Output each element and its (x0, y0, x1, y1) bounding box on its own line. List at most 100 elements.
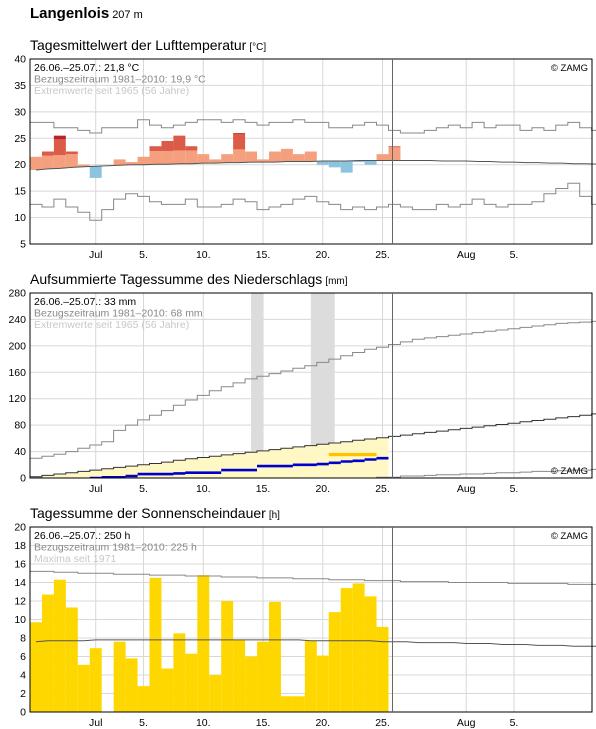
temperature-bar-cold (340, 161, 353, 173)
sunshine-bar (280, 696, 293, 712)
temperature-bar-warm (197, 154, 210, 164)
sunshine-bar (269, 601, 281, 712)
sunshine-bar (149, 577, 162, 712)
temperature-bar-cold (316, 161, 329, 165)
chart-2-y-tick-label: 2 (20, 688, 26, 700)
station-name: Langenlois (30, 5, 110, 22)
sunshine-maxima-line (30, 570, 596, 585)
temperature-bar-hot (65, 151, 78, 155)
temperature-bar-cold (328, 161, 341, 168)
temperature-climate-mean-line (35, 160, 596, 171)
chart-0-y-tick-label: 40 (14, 54, 26, 66)
chart-0-x-tick-label: 10. (196, 249, 211, 261)
temperature-bar-warm (245, 151, 258, 163)
sunshine-bar (65, 607, 78, 712)
chart-1-frame (29, 292, 593, 479)
chart-2-group: 0 2 4 6 8 10 12 14 16 18 20 Jul 5. 10. 15. 20. 25. Aug 5. (14, 522, 596, 729)
sunshine-bar (340, 588, 353, 712)
temperature-bar-hot (41, 151, 54, 156)
precipitation-actual-under-fill (30, 459, 389, 478)
temperature-bar-warm (41, 155, 54, 169)
temperature-bar-warm (209, 159, 222, 164)
temperature-bar-warm (137, 156, 150, 165)
chart-1-y-tick-label: 160 (8, 367, 26, 379)
chart-2-x-tick-label: 5. (510, 717, 519, 729)
temperature-extreme-min-line (30, 182, 596, 221)
chart-0-y-tick-label: 25 (14, 133, 26, 145)
temperature-bar-warm (77, 164, 90, 167)
chart-2-y-tick-label: 16 (14, 559, 26, 571)
chart-1-legend-entry-3: Extremwerte seit 1965 (56 Jahre) (34, 319, 189, 331)
chart-1-y-tick-label: 200 (8, 340, 26, 352)
chart-2-y-tick-label: 18 (14, 540, 26, 552)
sunshine-bar (292, 696, 305, 712)
sunshine-bar (30, 622, 42, 712)
chart-2-x-tick-label: 5. (139, 717, 148, 729)
sunshine-bar (185, 653, 198, 712)
temperature-bar-hot (388, 146, 401, 148)
temperature-bar-very-hot (53, 135, 66, 140)
sunshine-bar (376, 626, 389, 712)
temperature-bar-warm (257, 159, 269, 163)
temperature-bar-warm (125, 162, 138, 165)
chart-0-y-tick-label: 15 (14, 186, 26, 198)
sunshine-bar (113, 641, 126, 712)
sunshine-bar (328, 612, 341, 712)
temperature-bar-warm (30, 156, 42, 170)
chart-2-copyright: © ZAMG (551, 531, 588, 542)
chart-1-legend-entry-2: Bezugszeitraum 1981–2010: 68 mm (34, 308, 203, 320)
chart-1-y-tick-label: 80 (14, 420, 26, 432)
temperature-bar-warm (221, 154, 234, 163)
chart-2-y-tick-label: 12 (14, 596, 26, 608)
chart-2-x-tick-label: Jul (89, 717, 102, 729)
chart-2-x-tick-label: Aug (457, 717, 476, 729)
sunshine-unit: [h] (268, 510, 280, 521)
chart-1-y-tick-label: 120 (8, 393, 26, 405)
temperature-bar-warm (269, 151, 281, 163)
station-elevation: 207 m (112, 9, 143, 21)
sunshine-title-text: Tagessumme der Sonnenscheindauer (30, 505, 266, 521)
chart-1-y-tick-label: 280 (8, 288, 26, 300)
temperature-bar-warm (280, 148, 293, 162)
temperature-bar-cold (352, 160, 365, 163)
chart-2-x-tick-label: 20. (315, 717, 330, 729)
chart-2-legend-entry-3: Maxima seit 1971 (34, 553, 116, 565)
chart-0-x-tick-label: 15. (256, 249, 271, 261)
chart-1-x-tick-label: 25. (375, 483, 390, 495)
sunshine-bar (316, 655, 329, 712)
chart-2-frame (29, 526, 593, 713)
chart-1-x-tick-label: 20. (315, 483, 330, 495)
temperature-bar-hot (233, 133, 246, 150)
temperature-title-text: Tagesmittelwert der Lufttemperatur (30, 37, 247, 53)
temperature-bar-warm (304, 151, 317, 162)
sunshine-bar (221, 601, 234, 712)
sunshine-bar (77, 664, 90, 712)
chart-1-y-tick-label: 0 (20, 473, 26, 485)
temperature-bar-warm (376, 154, 389, 161)
precipitation-climate-line (30, 413, 596, 478)
precipitation-extreme-max-line (30, 320, 596, 459)
chart-1-y-tick-label: 240 (8, 314, 26, 326)
sunshine-bar (352, 583, 365, 712)
chart-1-x-tick-label: 10. (196, 483, 211, 495)
chart-1-legend-entry-1: 26.06.–25.07.: 33 mm (34, 296, 136, 308)
chart-2-legend-entry-2: Bezugszeitraum 1981–2010: 225 h (34, 542, 197, 554)
sunshine-bar (137, 686, 150, 712)
chart-0-y-tick-label: 5 (20, 239, 26, 251)
temperature-bar-warm (173, 150, 186, 164)
sunshine-bar (364, 596, 377, 712)
precipitation-excess-area (328, 452, 377, 457)
chart-0-legend-entry-2: Bezugszeitraum 1981–2010: 19,9 °C (34, 74, 206, 86)
chart-0-x-tick-label: 25. (375, 249, 390, 261)
chart-0-x-tick-label: Aug (457, 249, 476, 261)
chart-0-legend-entry-3: Extremwerte seit 1965 (56 Jahre) (34, 85, 189, 97)
temperature-bar-hot (173, 135, 186, 151)
chart-1-copyright: © ZAMG (551, 466, 588, 477)
chart-0-x-tick-label: 20. (315, 249, 330, 261)
chart-2-y-tick-label: 4 (20, 670, 26, 682)
sunshine-bar (233, 639, 246, 712)
temperature-bar-warm (233, 149, 246, 163)
chart-0-group: 5 10 15 20 25 30 35 40 Jul 5. 10. 15. 20. 25. Aug 5. (14, 54, 596, 261)
